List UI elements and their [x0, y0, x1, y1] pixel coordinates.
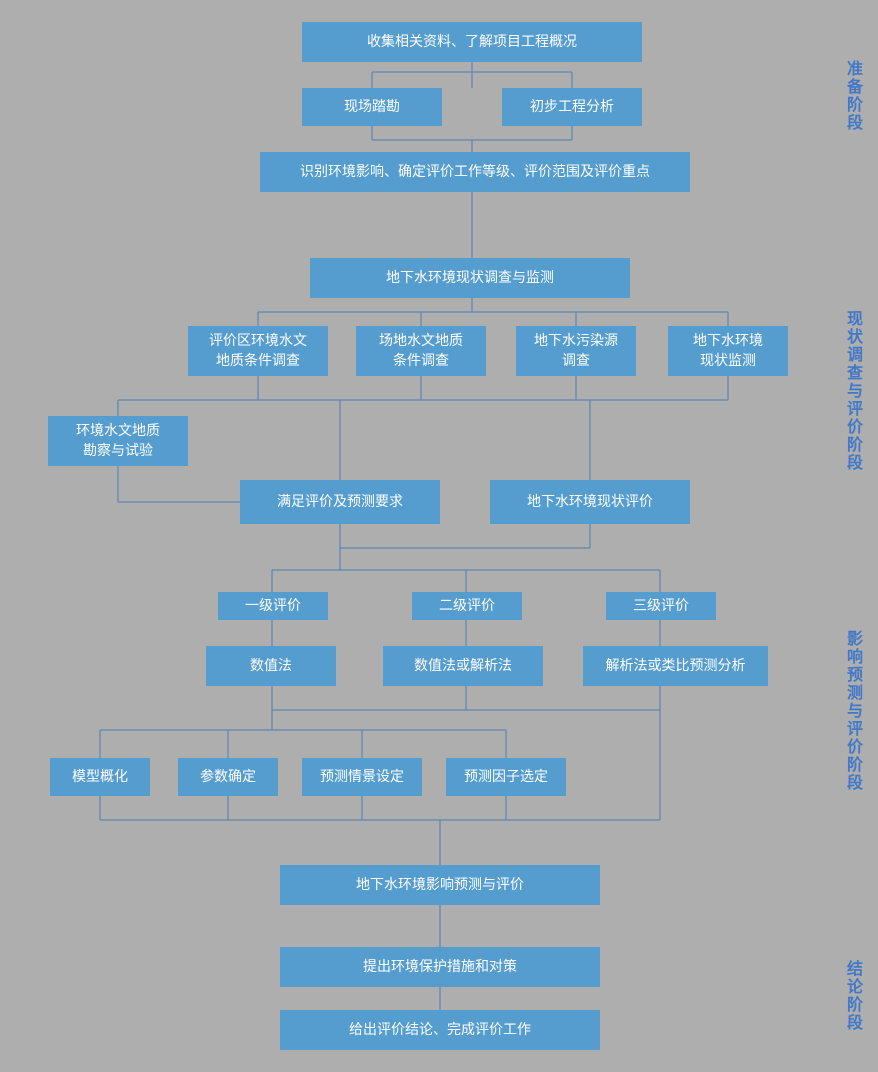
- stage-label-3: 结论阶段: [840, 960, 864, 1032]
- flowchart-node-label: 收集相关资料、了解项目工程概况: [367, 32, 577, 52]
- flowchart-node-label: 二级评价: [439, 596, 495, 616]
- flowchart-node-l1c: 三级评价: [606, 592, 716, 620]
- flowchart-node-label: 初步工程分析: [530, 97, 614, 117]
- flowchart-node-n1: 收集相关资料、了解项目工程概况: [302, 22, 642, 62]
- flowchart-node-n5c: 地下水污染源 调查: [516, 326, 636, 376]
- stage-label-2: 影响预测与评价阶段: [840, 630, 864, 792]
- flowchart-node-label: 一级评价: [245, 596, 301, 616]
- stage-label-1: 现状调查与评价阶段: [840, 310, 864, 472]
- flowchart-node-n4: 地下水环境现状调查与监测: [310, 258, 630, 298]
- flowchart-node-label: 地下水污染源 调查: [534, 331, 618, 370]
- stage-label-text: 影响预测与评价阶段: [844, 630, 861, 792]
- flowchart-node-label: 地下水环境现状调查与监测: [386, 268, 554, 288]
- flowchart-node-n9a: 模型概化: [50, 758, 150, 796]
- flowchart-node-label: 环境水文地质 勘察与试验: [76, 421, 160, 460]
- flowchart-node-label: 预测因子选定: [464, 767, 548, 787]
- flowchart-node-n8b: 数值法或解析法: [383, 646, 543, 686]
- flowchart-node-n6: 环境水文地质 勘察与试验: [48, 416, 188, 466]
- flowchart-node-n5b: 场地水文地质 条件调查: [356, 326, 486, 376]
- flowchart-node-n5d: 地下水环境 现状监测: [668, 326, 788, 376]
- flowchart-node-label: 地下水环境现状评价: [527, 492, 653, 512]
- flowchart-node-n10: 地下水环境影响预测与评价: [280, 865, 600, 905]
- flowchart-node-label: 提出环境保护措施和对策: [363, 957, 517, 977]
- stage-label-text: 准备阶段: [844, 60, 861, 132]
- flowchart-node-label: 三级评价: [633, 596, 689, 616]
- flowchart-node-n2a: 现场踏勘: [302, 88, 442, 126]
- flowchart-node-l1b: 二级评价: [412, 592, 522, 620]
- flowchart-node-label: 参数确定: [200, 767, 256, 787]
- flowchart-node-n3: 识别环境影响、确定评价工作等级、评价范围及评价重点: [260, 152, 690, 192]
- flowchart-node-label: 满足评价及预测要求: [277, 492, 403, 512]
- flowchart-node-l1a: 一级评价: [218, 592, 328, 620]
- flowchart-node-label: 识别环境影响、确定评价工作等级、评价范围及评价重点: [300, 162, 650, 182]
- stage-label-text: 现状调查与评价阶段: [844, 310, 861, 472]
- flowchart-node-label: 数值法: [250, 656, 292, 676]
- flowchart-node-label: 模型概化: [72, 767, 128, 787]
- flowchart-node-label: 场地水文地质 条件调查: [379, 331, 463, 370]
- flowchart-node-label: 评价区环境水文 地质条件调查: [209, 331, 307, 370]
- flowchart-node-label: 地下水环境 现状监测: [693, 331, 763, 370]
- flowchart-node-label: 数值法或解析法: [414, 656, 512, 676]
- flowchart-node-n9b: 参数确定: [178, 758, 278, 796]
- flowchart-node-label: 现场踏勘: [344, 97, 400, 117]
- stage-label-0: 准备阶段: [840, 60, 864, 132]
- flowchart-node-n8c: 解析法或类比预测分析: [583, 646, 768, 686]
- flowchart-node-n7b: 地下水环境现状评价: [490, 480, 690, 524]
- flowchart-node-label: 预测情景设定: [320, 767, 404, 787]
- flowchart-node-label: 解析法或类比预测分析: [606, 656, 746, 676]
- flowchart-node-n5a: 评价区环境水文 地质条件调查: [188, 326, 328, 376]
- flowchart-node-label: 地下水环境影响预测与评价: [356, 875, 524, 895]
- flowchart-node-n8a: 数值法: [206, 646, 336, 686]
- flowchart-node-n7a: 满足评价及预测要求: [240, 480, 440, 524]
- flowchart-node-n9d: 预测因子选定: [446, 758, 566, 796]
- flowchart-node-n9c: 预测情景设定: [302, 758, 422, 796]
- flowchart-node-n2b: 初步工程分析: [502, 88, 642, 126]
- flowchart-node-n11: 提出环境保护措施和对策: [280, 947, 600, 987]
- flowchart-node-label: 给出评价结论、完成评价工作: [349, 1020, 531, 1040]
- flowchart-node-n12: 给出评价结论、完成评价工作: [280, 1010, 600, 1050]
- stage-label-text: 结论阶段: [844, 960, 861, 1032]
